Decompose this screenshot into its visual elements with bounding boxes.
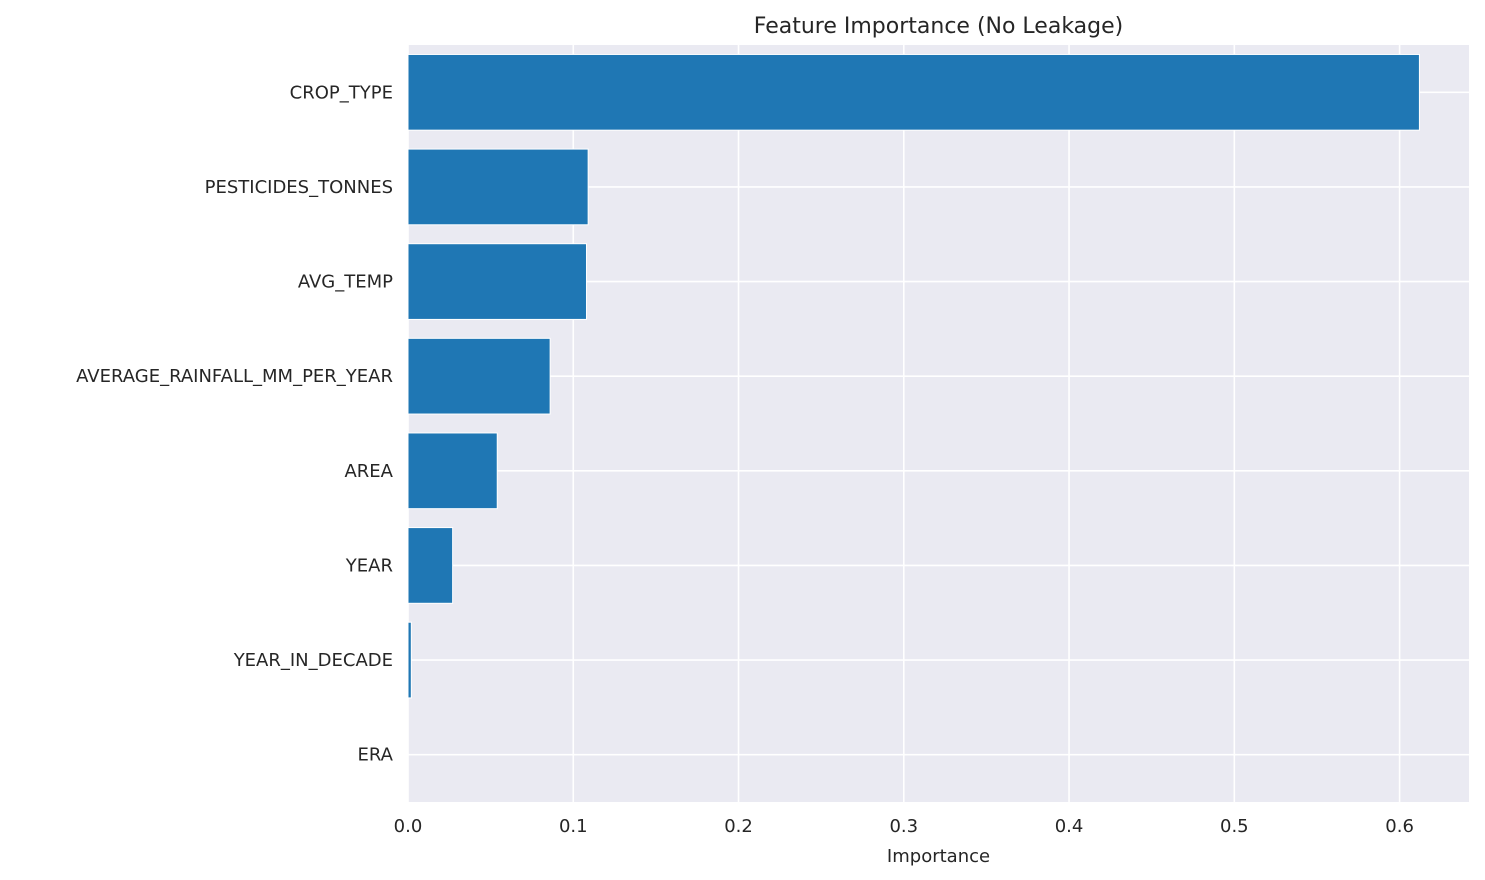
y-tick-label: PESTICIDES_TONNES — [205, 177, 393, 198]
bar-pesticides-tonnes — [407, 148, 589, 226]
bar-crop-type — [407, 53, 1420, 131]
x-axis-label: Importance — [887, 846, 990, 867]
x-tick-label: 0.5 — [1220, 816, 1249, 837]
chart-title: Feature Importance (No Leakage) — [754, 14, 1124, 39]
y-tick-labels: CROP_TYPE PESTICIDES_TONNES AVG_TEMP AVERAG… — [76, 82, 394, 765]
y-tick-label: YEAR_IN_DECADE — [233, 650, 393, 671]
x-tick-label: 0.1 — [559, 816, 588, 837]
bar-area — [407, 432, 498, 510]
y-tick-label: ERA — [358, 745, 394, 766]
x-tick-label: 0.6 — [1385, 816, 1414, 837]
y-tick-label: CROP_TYPE — [290, 82, 393, 103]
y-tick-label: AVG_TEMP — [298, 272, 393, 293]
x-tick-label: 0.2 — [724, 816, 753, 837]
y-tick-label: YEAR — [345, 555, 393, 576]
bars — [407, 53, 1420, 699]
y-tick-label: AVERAGE_RAINFALL_MM_PER_YEAR — [76, 366, 393, 387]
bar-average-rainfall-mm-per-year — [407, 337, 551, 415]
x-tick-label: 0.4 — [1055, 816, 1084, 837]
bar-avg-temp — [407, 243, 587, 320]
bar-year — [407, 527, 454, 604]
bar-year-in-decade — [407, 621, 412, 699]
x-tick-labels: 0.0 0.1 0.2 0.3 0.4 0.5 0.6 — [394, 816, 1414, 837]
x-tick-label: 0.3 — [889, 816, 918, 837]
y-tick-label: AREA — [344, 461, 393, 482]
x-tick-label: 0.0 — [394, 816, 423, 837]
